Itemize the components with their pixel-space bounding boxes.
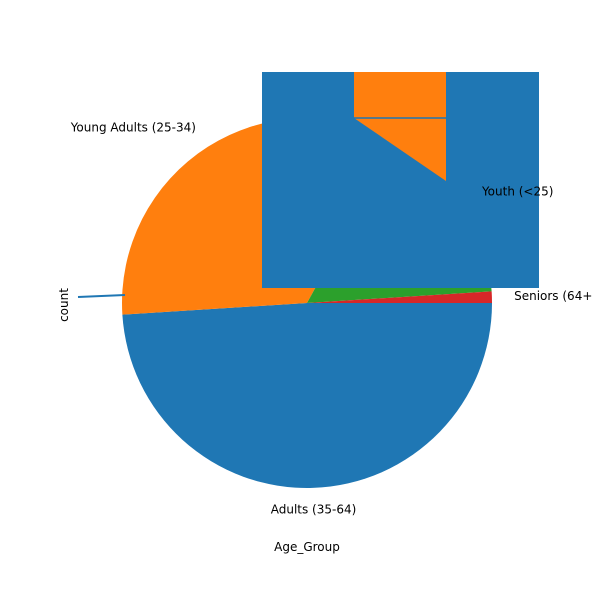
artifact-stray-line xyxy=(77,294,126,298)
slice-label: Youth (<25) xyxy=(481,184,553,198)
overlay-artifacts xyxy=(77,72,539,298)
slice-label: Adults (35-64) xyxy=(271,503,357,517)
x-axis-label: Age_Group xyxy=(274,540,340,554)
artifact-orange-wedge xyxy=(354,118,446,181)
artifact-orange-strip xyxy=(354,72,446,118)
slice-labels: Adults (35-64) Young Adults (25-34) Youth … xyxy=(70,121,593,517)
pie-slice xyxy=(122,303,493,489)
slice-label: Seniors (64+ xyxy=(514,289,592,303)
pie-slice xyxy=(307,291,492,303)
y-axis-label: count xyxy=(57,288,71,322)
slice-label: Young Adults (25-34) xyxy=(70,121,196,135)
